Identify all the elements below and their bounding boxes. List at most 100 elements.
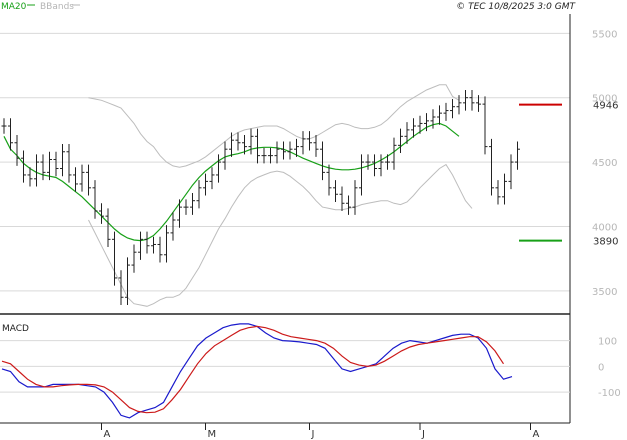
price-bar [437, 105, 442, 125]
price-bar [268, 147, 273, 164]
price-bar [261, 147, 267, 164]
price-bar [86, 164, 91, 196]
price-bar [203, 173, 208, 196]
price-bar [177, 199, 182, 228]
price-bar [196, 180, 202, 209]
macd-tick-label: 0 [598, 362, 604, 373]
price-bar [404, 122, 410, 145]
price-bar [307, 131, 312, 151]
time-tick-label: J [421, 429, 425, 440]
price-bar [255, 128, 260, 164]
price-tick-label: 4000 [592, 222, 617, 233]
price-bar [495, 180, 501, 205]
price-bar [157, 236, 163, 263]
price-bar [476, 95, 481, 112]
price-bar [320, 141, 325, 181]
macd-tick-label: -100 [598, 388, 621, 399]
price-bar [40, 154, 46, 181]
macd-axis-labels: 100 0 -100 [598, 337, 621, 400]
price-bar [60, 144, 65, 177]
price-bar [372, 154, 377, 177]
legend-ma20: MA20 [1, 2, 27, 12]
price-bar [489, 138, 494, 196]
price-axis-labels: 3500 4000 4500 5000 5500 [592, 29, 617, 298]
price-bar [274, 141, 280, 164]
price-bar [112, 231, 117, 286]
macd-tick-label: 100 [598, 337, 617, 348]
bbands-upper-line [88, 84, 460, 168]
price-gridlines [0, 32, 570, 292]
price-bar [105, 208, 111, 248]
price-tick-label: 3500 [592, 287, 617, 298]
price-bar [73, 167, 78, 192]
level-label: 3890 [593, 237, 618, 248]
price-bars [1, 89, 520, 305]
price-bar [463, 89, 468, 111]
price-bar [8, 118, 13, 151]
price-bar [417, 115, 423, 134]
price-bar [294, 138, 299, 157]
price-bar [515, 141, 520, 170]
price-bar [391, 137, 397, 170]
price-bar [352, 180, 358, 215]
price-bar [79, 164, 85, 192]
price-bar [21, 150, 26, 183]
price-bar [53, 151, 59, 177]
price-bar [242, 135, 247, 155]
price-bar [300, 131, 306, 155]
price-bar [385, 154, 390, 170]
price-bar [131, 244, 137, 273]
price-bar [359, 154, 364, 196]
price-bar [151, 236, 156, 254]
price-bar [183, 199, 189, 215]
time-tick-label: A [104, 429, 111, 440]
price-bar [164, 225, 169, 263]
price-bar [450, 98, 455, 119]
price-bar [144, 231, 150, 254]
price-bar [99, 203, 104, 224]
copyright-text: © TEC 10/8/2025 3:0 GMT [456, 2, 576, 12]
signal-series-line [1, 325, 505, 414]
price-bar [443, 102, 449, 121]
price-bar [66, 144, 72, 183]
price-bar [508, 154, 514, 190]
price-bar [424, 113, 429, 132]
price-bar [313, 135, 319, 157]
price-bar [34, 154, 39, 187]
price-bar [222, 141, 228, 170]
price-bar [118, 270, 124, 305]
price-bar [326, 164, 332, 196]
price-bar [235, 132, 241, 151]
price-bar [411, 118, 416, 138]
time-tick-label: J [311, 429, 315, 440]
macd-lines [1, 323, 513, 419]
time-tick-label: M [208, 429, 217, 440]
price-bar [398, 128, 403, 154]
price-tick-label: 5500 [592, 29, 617, 40]
level-label: 4946 [593, 101, 618, 112]
macd-title: MACD [2, 324, 29, 334]
price-levels: 4946 3890 [519, 101, 618, 248]
price-bar [27, 167, 33, 187]
price-bar [482, 96, 488, 155]
price-bar [281, 141, 286, 160]
price-bar [92, 180, 98, 219]
price-bar [287, 141, 293, 160]
price-bar [502, 173, 507, 205]
price-bar [138, 231, 143, 260]
legend-bbands: BBands [40, 2, 74, 12]
price-bar [14, 135, 20, 166]
price-bar [333, 180, 338, 202]
price-bar [346, 195, 351, 215]
price-bar [430, 109, 436, 129]
price-tick-label: 5000 [592, 94, 617, 105]
price-bar [229, 132, 234, 157]
price-tick-label: 4500 [592, 158, 617, 169]
price-bar [1, 118, 7, 134]
price-bar [190, 192, 195, 215]
bollinger-bands [88, 84, 473, 307]
price-bar [469, 89, 475, 111]
price-bar [47, 151, 52, 181]
